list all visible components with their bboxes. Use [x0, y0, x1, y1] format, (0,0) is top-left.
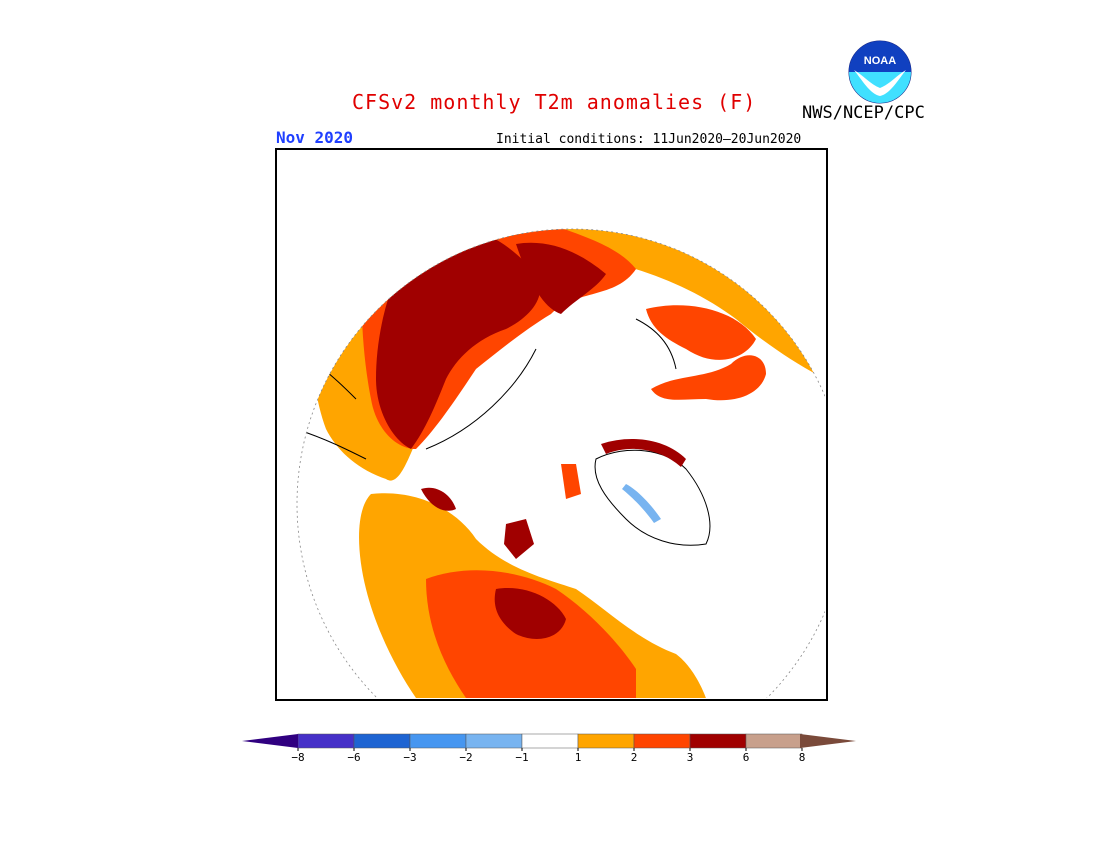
- colorbar-segment: [353, 733, 411, 749]
- colorbar-tick-label: −6: [347, 751, 360, 764]
- organization-label: NWS/NCEP/CPC: [802, 103, 925, 123]
- colorbar-tick-label: 6: [743, 751, 750, 764]
- map-title: CFSv2 monthly T2m anomalies (F): [352, 90, 757, 114]
- noaa-logo: NOAA: [848, 40, 912, 104]
- east-siberia-red-region: [516, 242, 606, 314]
- colorbar-tick-label: −1: [515, 751, 528, 764]
- polar-anomaly-map: [296, 228, 825, 698]
- greenland-coast-warm: [601, 439, 686, 467]
- noaa-logo-text: NOAA: [864, 55, 896, 67]
- canada-darkred-region: [494, 588, 566, 639]
- color-scale-legend: −8 −6 −3 −2 −1 1 2 3 6 8: [242, 733, 856, 764]
- svalbard-red: [561, 464, 581, 499]
- greenland-land: [594, 449, 711, 546]
- colorbar-tick-label: 8: [799, 751, 806, 764]
- forecast-month-label: Nov 2020: [276, 128, 354, 147]
- colorbar-high-arrow: [800, 734, 856, 748]
- colorbar-tick-label: 3: [687, 751, 694, 764]
- alaska-darkred-region: [421, 487, 456, 511]
- siberia-red-region: [646, 305, 756, 360]
- colorbar-tick-label: 1: [575, 751, 582, 764]
- colorbar-tick-label: −8: [291, 751, 304, 764]
- colorbar-segment: [633, 733, 691, 749]
- eurasia-darkred-region: [376, 229, 541, 449]
- hemisphere-outline: [296, 228, 825, 698]
- colorbar-segment: [521, 733, 579, 749]
- colorbar-tick-label: 2: [631, 751, 638, 764]
- arctic-islands-darkred: [504, 519, 534, 559]
- colorbar-segment: [297, 733, 355, 749]
- colorbar-segment: [745, 733, 803, 749]
- colorbar-segment: [577, 733, 635, 749]
- colorbar-segment: [689, 733, 747, 749]
- colorbar-tick-label: −3: [403, 751, 416, 764]
- colorbar-tick-label: −2: [459, 751, 472, 764]
- greenland-cool-region: [622, 484, 661, 523]
- colorbar-segment: [409, 733, 467, 749]
- europe-red-region: [651, 355, 766, 401]
- colorbar-low-arrow: [242, 734, 298, 748]
- initial-conditions-label: Initial conditions: 11Jun2020–20Jun2020: [496, 132, 802, 147]
- colorbar-segment: [465, 733, 523, 749]
